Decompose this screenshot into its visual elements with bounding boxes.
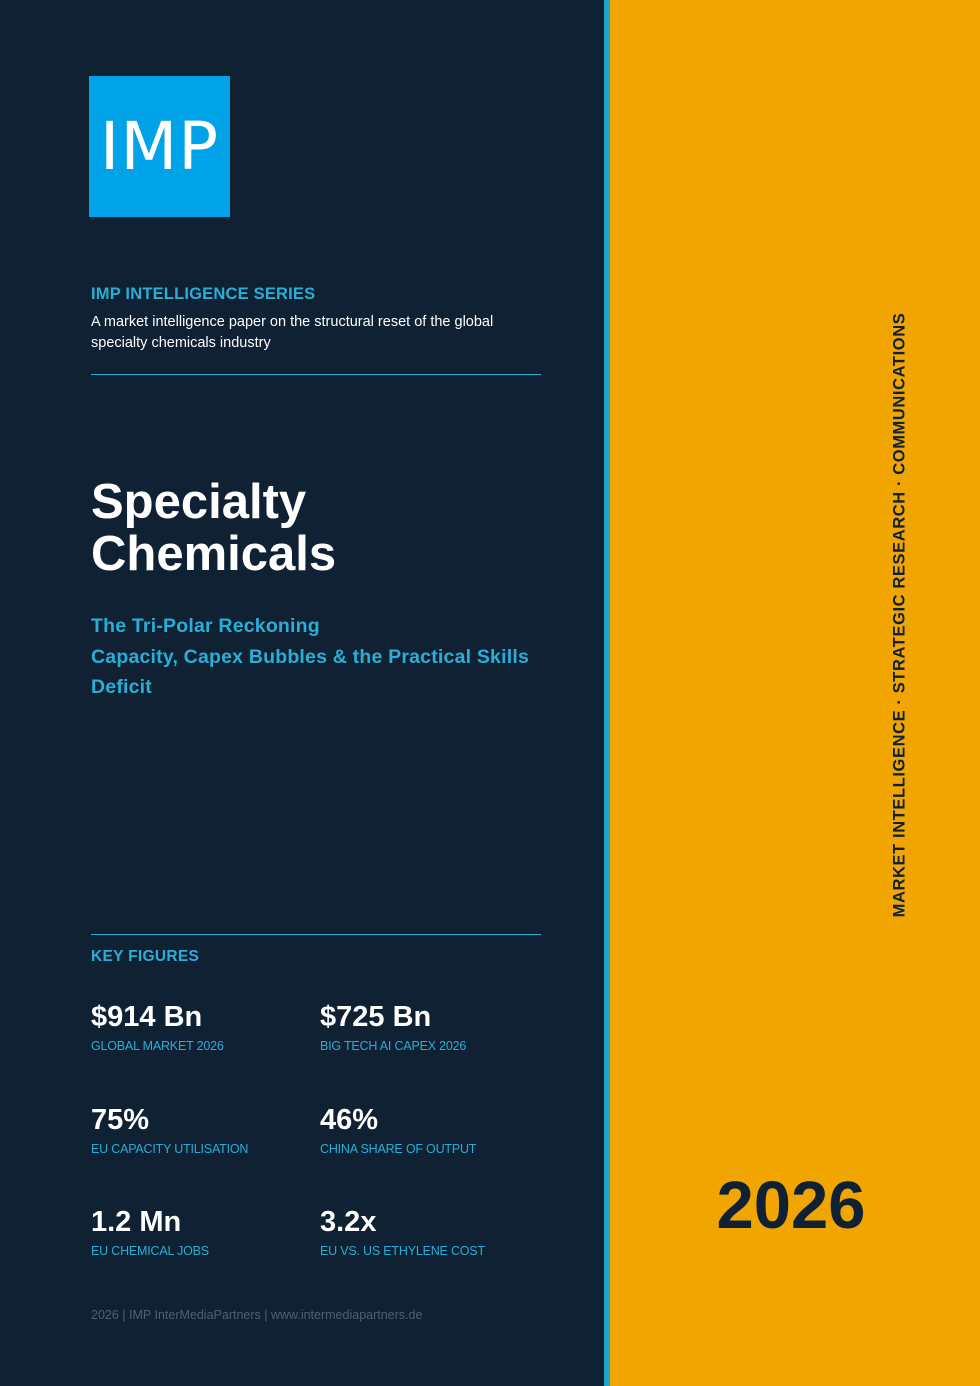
key-figures-divider-rule <box>91 934 541 935</box>
key-figure-ai-capex: $725 Bn BIG TECH AI CAPEX 2026 <box>320 1001 466 1054</box>
key-figure-value: 75% <box>91 1104 150 1136</box>
cover-year: 2026 <box>716 1168 866 1243</box>
key-figure-value: 1.2 Mn <box>91 1206 182 1238</box>
divider-stripe <box>604 0 610 1386</box>
footer-credits: 2026 | IMP InterMediaPartners | www.inte… <box>91 1308 423 1322</box>
document-title: Specialty Chemicals <box>91 476 336 580</box>
key-figure-value: $914 Bn <box>91 1001 203 1033</box>
subtitle-line-1: The Tri-Polar Reckoning <box>91 615 320 637</box>
key-figure-value: 3.2x <box>320 1206 377 1238</box>
key-figure-eu-capacity: 75% EU CAPACITY UTILISATION <box>91 1104 248 1157</box>
key-figure-eu-jobs: 1.2 Mn EU CHEMICAL JOBS <box>91 1206 209 1259</box>
key-figure-label: BIG TECH AI CAPEX 2026 <box>320 1039 467 1053</box>
top-divider-rule <box>91 374 541 375</box>
key-figures-heading: KEY FIGURES <box>91 948 200 965</box>
vertical-tagline: MARKET INTELLIGENCE · STRATEGIC RESEARCH… <box>890 312 909 918</box>
key-figure-value: 46% <box>320 1104 379 1136</box>
key-figure-label: CHINA SHARE OF OUTPUT <box>320 1142 477 1156</box>
key-figure-label: EU CHEMICAL JOBS <box>91 1244 209 1258</box>
key-figure-ethylene-cost: 3.2x EU VS. US ETHYLENE COST <box>320 1206 485 1259</box>
key-figure-china-share: 46% CHINA SHARE OF OUTPUT <box>320 1104 476 1157</box>
left-panel <box>0 0 604 1386</box>
key-figure-label: EU CAPACITY UTILISATION <box>91 1142 249 1156</box>
title-line-2: Chemicals <box>91 527 337 581</box>
right-panel <box>610 0 980 1386</box>
series-description: A market intelligence paper on the struc… <box>91 314 494 351</box>
key-figure-label: EU VS. US ETHYLENE COST <box>320 1244 485 1258</box>
series-title: IMP INTELLIGENCE SERIES <box>91 285 316 303</box>
subtitle-line-2: Capacity, Capex Bubbles & the Practical … <box>91 645 529 699</box>
key-figure-label: GLOBAL MARKET 2026 <box>91 1039 224 1053</box>
document-subtitle: The Tri-Polar Reckoning Capacity, Capex … <box>91 611 551 703</box>
key-figure-value: $725 Bn <box>320 1001 432 1033</box>
title-line-1: Specialty <box>91 475 307 529</box>
key-figure-global-market: $914 Bn GLOBAL MARKET 2026 <box>91 1001 224 1054</box>
imp-logo: IMP <box>89 76 230 217</box>
